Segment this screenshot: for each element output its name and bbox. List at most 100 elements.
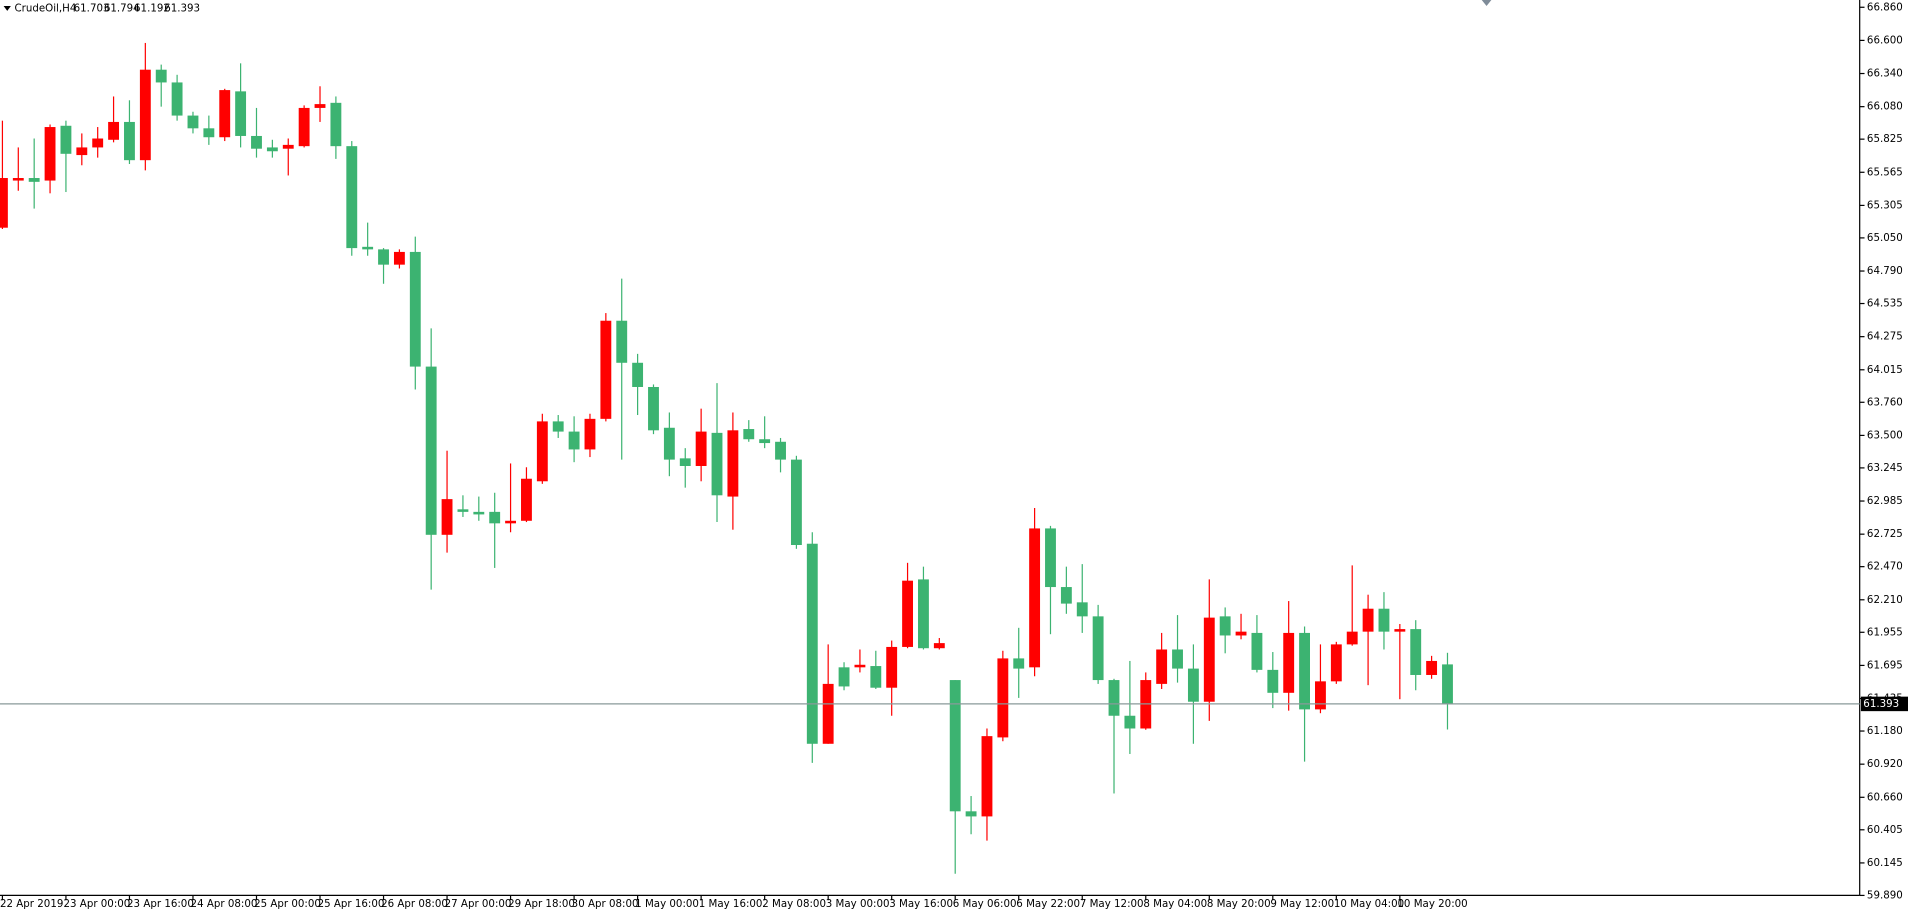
- candle-body: [28, 178, 40, 182]
- candle-body: [1029, 528, 1041, 668]
- x-tick-label: 29 Apr 18:00: [508, 898, 575, 910]
- candle-body: [393, 251, 405, 265]
- candle-body: [775, 441, 786, 460]
- candle-body: [362, 246, 374, 250]
- x-tick-label: 30 Apr 08:00: [572, 898, 639, 910]
- y-tick-label: 59.890: [1867, 889, 1903, 901]
- candle-body: [108, 121, 120, 140]
- shift-marker: [1481, 0, 1492, 7]
- candle-body: [584, 418, 596, 450]
- y-tick-label: 65.825: [1867, 133, 1903, 145]
- y-tick-label: 65.050: [1867, 232, 1903, 244]
- candle-body: [441, 499, 453, 535]
- candle-body: [346, 146, 358, 249]
- x-tick-label: 3 May 16:00: [889, 898, 953, 910]
- candle-body: [1267, 669, 1279, 693]
- candle-body: [822, 683, 834, 744]
- y-tick-label: 66.860: [1867, 1, 1903, 13]
- symbol-title: CrudeOil,H4: [14, 2, 76, 14]
- y-tick-label: 64.015: [1867, 364, 1903, 376]
- y-tick-label: 64.535: [1867, 298, 1903, 310]
- candle-body: [473, 511, 485, 515]
- candle-body: [806, 543, 818, 744]
- x-tick-label: 6 May 22:00: [1016, 898, 1080, 910]
- candle-body: [330, 102, 342, 147]
- y-tick-label: 61.955: [1867, 626, 1903, 638]
- x-tick-label: 10 May 04:00: [1334, 898, 1404, 910]
- candle-body: [568, 431, 580, 450]
- candle-body: [933, 643, 945, 649]
- candle-body: [203, 128, 215, 138]
- x-tick-label: 22 Apr 2019: [0, 898, 63, 910]
- candle-body: [790, 459, 802, 545]
- candle-body: [1092, 616, 1104, 681]
- header-close: 61.393: [164, 2, 200, 14]
- x-tick-label: 23 Apr 00:00: [64, 898, 131, 910]
- candle-body: [266, 147, 278, 152]
- candle-body: [1283, 632, 1295, 693]
- candle-body: [1426, 660, 1438, 675]
- y-tick-label: 63.245: [1867, 462, 1903, 474]
- y-tick-label: 60.660: [1867, 791, 1903, 803]
- x-tick-label: 26 Apr 08:00: [381, 898, 448, 910]
- candle-body: [949, 680, 961, 812]
- candle-body: [44, 127, 56, 181]
- current-price-label: 61.393: [1863, 698, 1899, 710]
- candle-body: [489, 511, 501, 524]
- header-arrow: [3, 6, 11, 11]
- candle-body: [759, 439, 771, 444]
- x-tick-label: 1 May 00:00: [635, 898, 699, 910]
- candle-body: [711, 432, 723, 496]
- y-tick-label: 62.725: [1867, 528, 1903, 540]
- x-tick-label: 3 May 00:00: [826, 898, 890, 910]
- x-tick-label: 6 May 06:00: [953, 898, 1017, 910]
- candle-body: [155, 69, 167, 83]
- candle-body: [1235, 631, 1247, 636]
- y-tick-label: 60.920: [1867, 758, 1903, 770]
- candle-body: [139, 69, 151, 161]
- candle-body: [314, 104, 326, 108]
- candle-body: [663, 427, 675, 460]
- candle-body: [870, 666, 882, 688]
- candle-body: [171, 82, 183, 116]
- x-tick-label: 9 May 12:00: [1270, 898, 1334, 910]
- header-open: 61.703: [74, 2, 110, 14]
- candle-body: [219, 90, 231, 138]
- candle-body: [235, 91, 247, 136]
- y-tick-label: 65.565: [1867, 166, 1903, 178]
- candle-body: [1076, 602, 1088, 617]
- y-tick-label: 62.470: [1867, 561, 1903, 573]
- candle-body: [124, 121, 135, 161]
- x-tick-label: 8 May 20:00: [1207, 898, 1271, 910]
- x-tick-label: 1 May 16:00: [699, 898, 763, 910]
- candle-body: [1442, 664, 1453, 704]
- candle-body: [282, 144, 294, 149]
- candle-body: [251, 135, 262, 149]
- candle-body: [838, 667, 850, 687]
- y-tick-label: 64.790: [1867, 265, 1903, 277]
- candle-body: [298, 107, 310, 147]
- candle-body: [552, 421, 564, 432]
- candle-body: [1410, 629, 1422, 675]
- y-tick-label: 66.340: [1867, 68, 1903, 80]
- x-tick-label: 24 Apr 08:00: [191, 898, 258, 910]
- y-tick-label: 65.305: [1867, 199, 1903, 211]
- candle-body: [505, 520, 517, 524]
- candle-body: [1045, 528, 1056, 588]
- candle-body: [632, 362, 644, 387]
- candle-body: [918, 579, 929, 649]
- candle-body: [616, 320, 628, 363]
- candle-body: [1013, 658, 1025, 669]
- candle-body: [981, 736, 993, 817]
- candle-body: [1219, 616, 1231, 636]
- candle-body: [1203, 617, 1215, 702]
- y-tick-label: 60.405: [1867, 824, 1903, 836]
- candle-body: [521, 478, 532, 521]
- candle-body: [1251, 632, 1263, 670]
- x-tick-label: 8 May 04:00: [1143, 898, 1207, 910]
- candle-body: [965, 811, 977, 817]
- y-tick-label: 63.500: [1867, 429, 1903, 441]
- candle-body: [1299, 632, 1310, 710]
